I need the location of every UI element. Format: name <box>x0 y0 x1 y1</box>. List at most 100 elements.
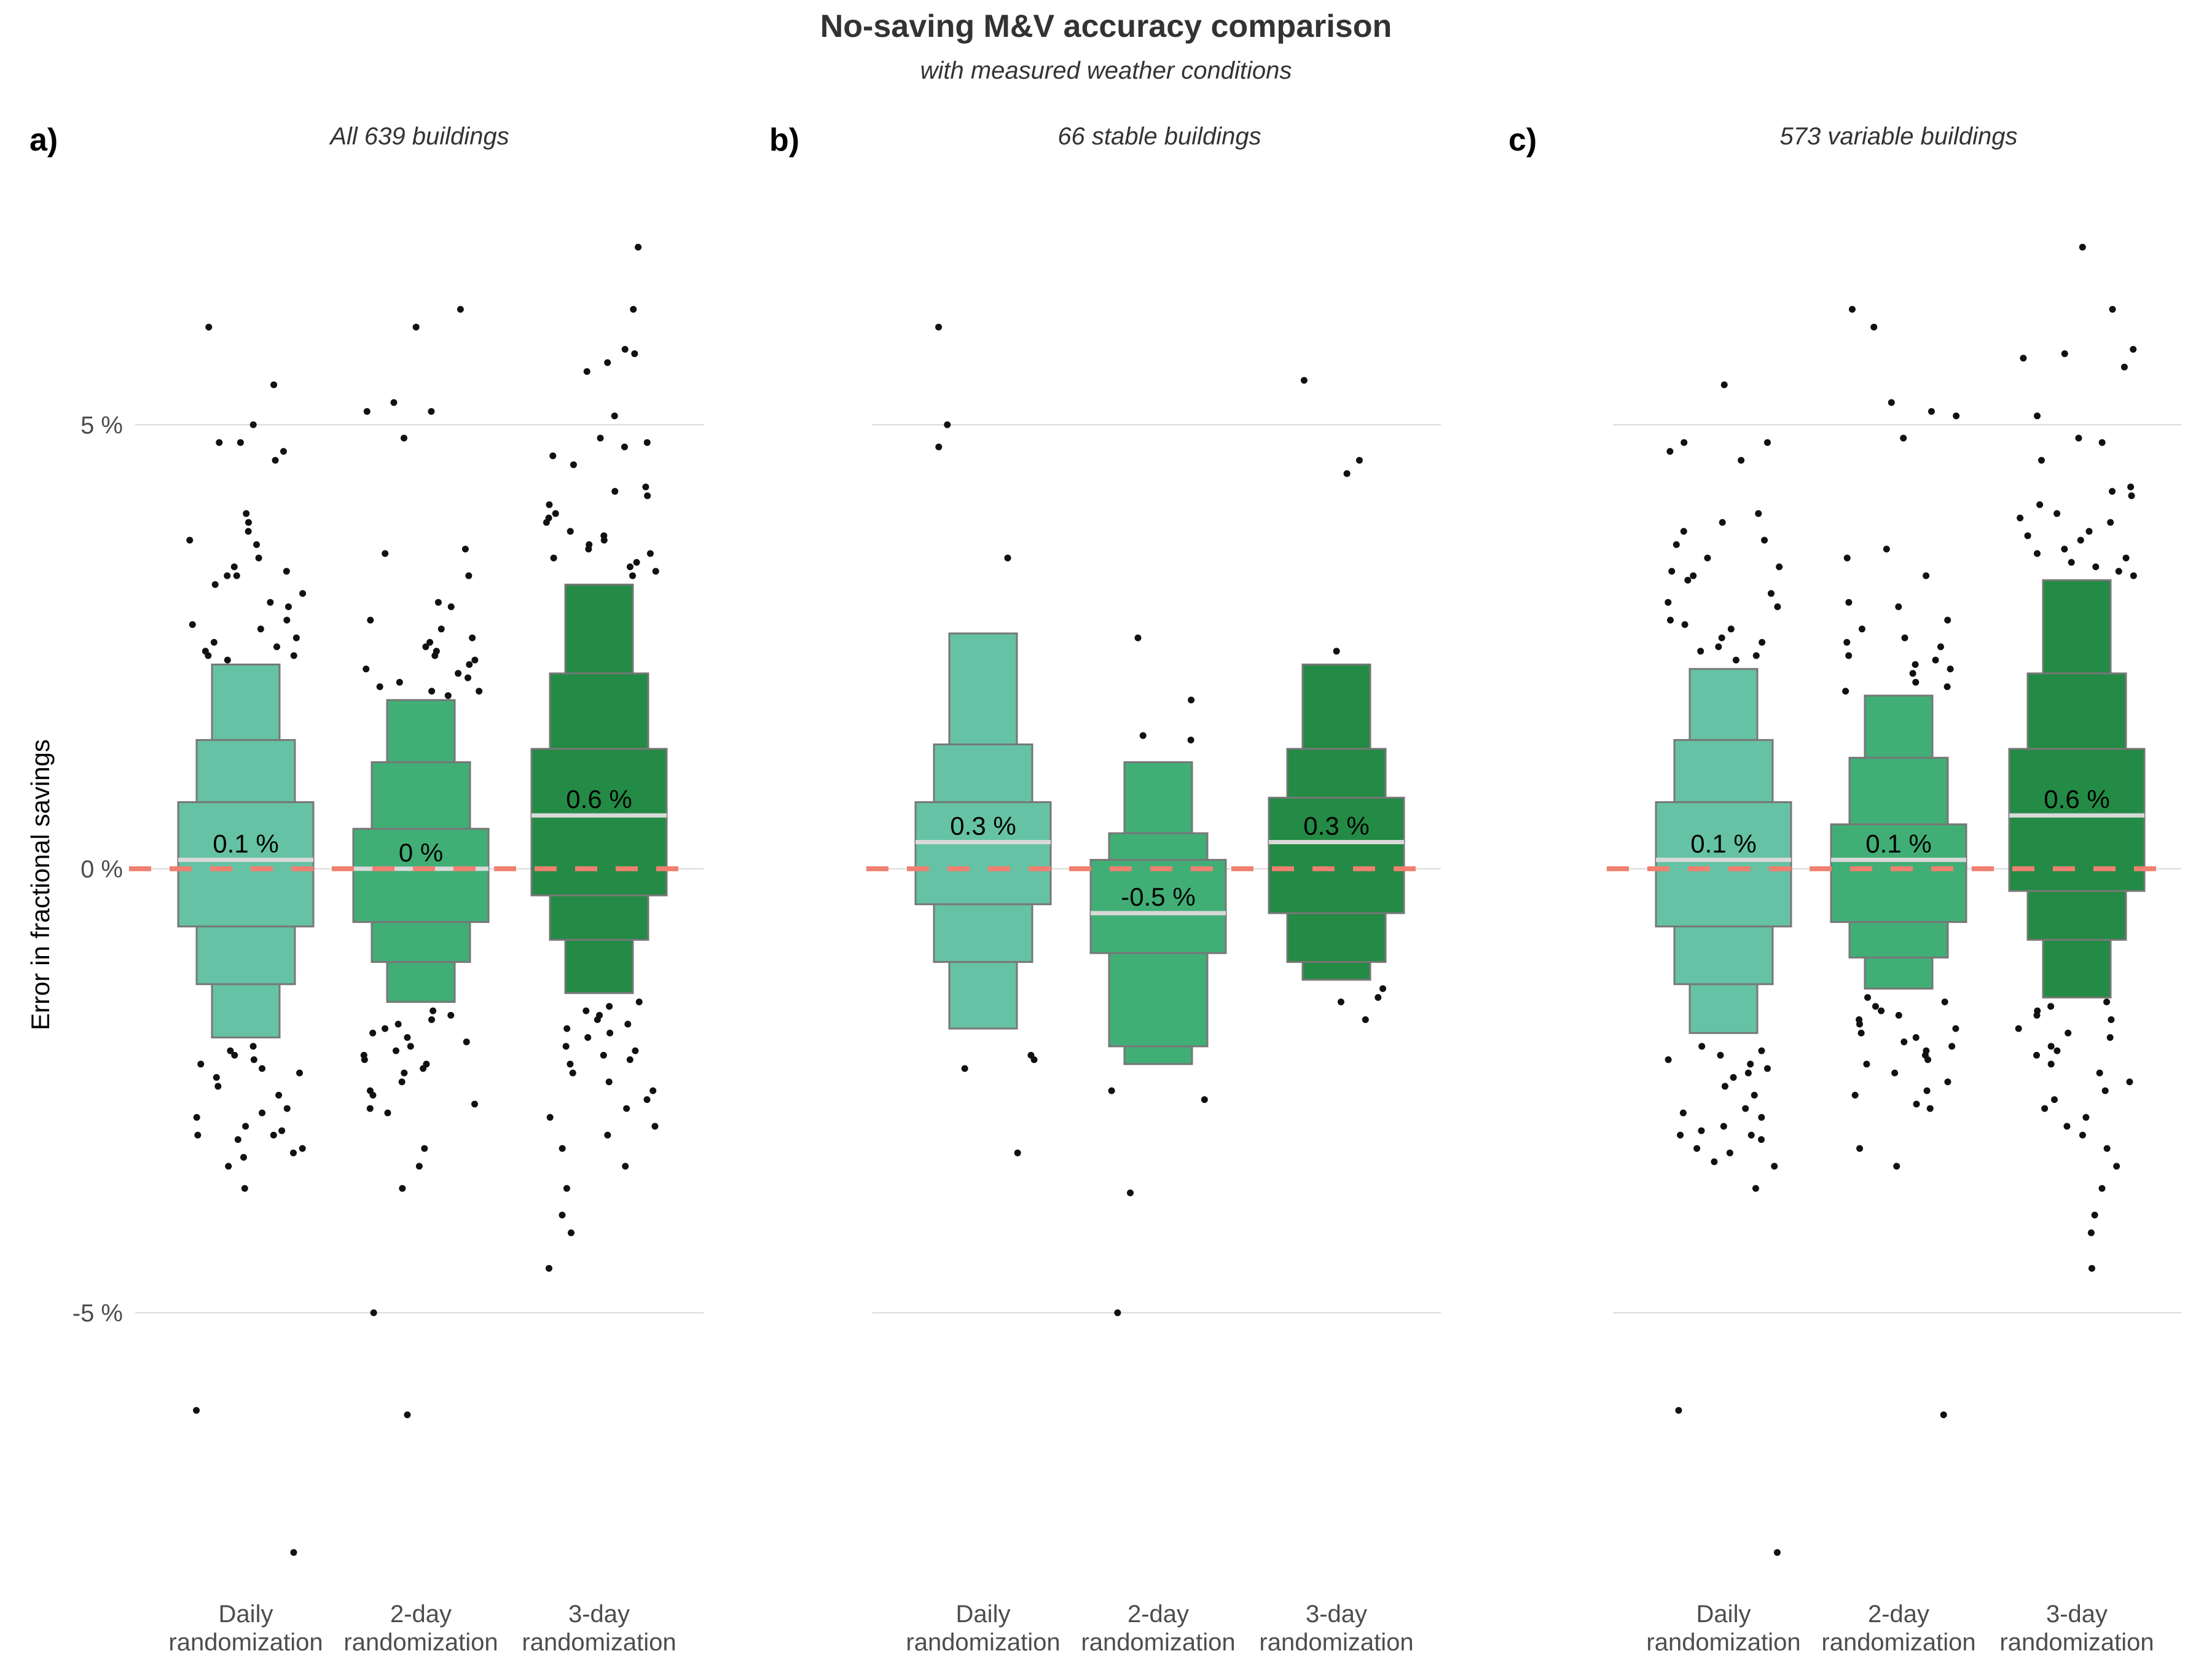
outlier-point <box>1913 1100 1920 1108</box>
panel-tag: a) <box>29 122 58 158</box>
outlier-point <box>1134 634 1142 641</box>
outlier-point <box>2053 510 2061 517</box>
outlier-point <box>193 1114 200 1121</box>
outlier-point <box>2106 1033 2114 1041</box>
outlier-point <box>1888 399 1895 406</box>
outlier-point <box>1937 643 1944 651</box>
outlier-point <box>2087 1229 2095 1236</box>
x-tick-label: randomization <box>1081 1629 1235 1656</box>
outlier-point <box>2130 572 2137 579</box>
outlier-point <box>2050 1096 2058 1104</box>
outlier-point <box>1932 656 1939 664</box>
outlier-point <box>2061 546 2068 553</box>
outlier-point <box>1895 1011 1902 1019</box>
outlier-point <box>447 603 455 611</box>
outlier-point <box>2109 488 2116 495</box>
outlier-point <box>643 439 651 446</box>
outlier-point <box>649 1087 657 1094</box>
outlier-point <box>283 1105 291 1112</box>
outlier-point <box>399 1185 406 1192</box>
outlier-point <box>259 1109 266 1116</box>
outlier-point <box>1718 634 1725 641</box>
outlier-point <box>2075 434 2082 442</box>
outlier-point <box>1108 1087 1115 1094</box>
median-label: 0.3 % <box>950 812 1016 841</box>
outlier-point <box>584 1033 592 1041</box>
outlier-point <box>243 510 250 517</box>
outlier-point <box>231 1051 238 1059</box>
outlier-point <box>2103 998 2111 1006</box>
outlier-point <box>412 323 420 331</box>
outlier-point <box>1719 519 1726 526</box>
outlier-point <box>1857 1029 1865 1037</box>
outlier-point <box>1759 638 1766 646</box>
outlier-point <box>1188 696 1195 704</box>
outlier-point <box>1771 1163 1778 1170</box>
outlier-point <box>1758 1114 1765 1121</box>
x-tick-label: 2-day <box>390 1601 452 1628</box>
outlier-point <box>241 1185 248 1192</box>
outlier-point <box>1030 1056 1038 1064</box>
outlier-point <box>461 546 469 553</box>
outlier-point <box>2079 243 2086 251</box>
outlier-point <box>363 665 370 673</box>
outlier-point <box>1858 626 1865 633</box>
outlier-point <box>2047 1061 2055 1068</box>
outlier-point <box>567 1229 575 1236</box>
outlier-point <box>363 408 371 415</box>
outlier-point <box>563 1185 570 1192</box>
outlier-point <box>1864 994 1872 1001</box>
outlier-point <box>249 1043 257 1050</box>
outlier-point <box>1667 616 1674 624</box>
outlier-point <box>944 421 951 428</box>
outlier-point <box>583 368 590 375</box>
outlier-point <box>1720 1123 1727 1130</box>
outlier-point <box>626 563 633 571</box>
letter-value-box <box>352 828 490 924</box>
outlier-point <box>422 643 429 651</box>
outlier-point <box>299 590 307 597</box>
outlier-point <box>296 1069 304 1077</box>
outlier-point <box>390 399 398 406</box>
median-label: 0 % <box>399 838 443 867</box>
outlier-point <box>1863 1061 1870 1068</box>
outlier-point <box>2077 536 2084 544</box>
outlier-point <box>250 1056 257 1064</box>
letter-value-box <box>914 801 1052 906</box>
outlier-point <box>290 652 297 659</box>
outlier-point <box>466 661 473 668</box>
outlier-point <box>1726 1149 1733 1156</box>
outlier-point <box>1768 590 1775 597</box>
outlier-point <box>465 674 472 681</box>
outlier-point <box>1139 732 1147 739</box>
outlier-point <box>2041 1105 2049 1112</box>
outlier-point <box>205 323 213 331</box>
outlier-point <box>1355 457 1363 464</box>
outlier-point <box>1953 412 1960 420</box>
outlier-point <box>2098 1185 2106 1192</box>
outlier-point <box>270 381 278 388</box>
outlier-point <box>431 652 439 659</box>
outlier-point <box>366 1105 374 1112</box>
outlier-point <box>421 1145 428 1152</box>
outlier-point <box>1744 1069 1752 1077</box>
outlier-point <box>1693 1145 1701 1152</box>
outlier-point <box>1747 1131 1755 1139</box>
outlier-point <box>1912 661 1919 668</box>
outlier-point <box>1856 1021 1863 1028</box>
outlier-point <box>280 448 287 455</box>
facet-panel: b) 66 stable buildingsDailyrandomization2… <box>769 122 1441 1656</box>
outlier-point <box>567 1061 574 1068</box>
facet-title: 573 variable buildings <box>1780 123 2018 150</box>
outlier-point <box>213 1073 220 1081</box>
outlier-point <box>1665 598 1672 606</box>
x-tick-label: 2-day <box>1128 1601 1189 1628</box>
outlier-point <box>249 421 257 428</box>
outlier-point <box>1952 1025 1959 1032</box>
outlier-point <box>2109 305 2116 313</box>
outlier-point <box>290 1549 297 1556</box>
